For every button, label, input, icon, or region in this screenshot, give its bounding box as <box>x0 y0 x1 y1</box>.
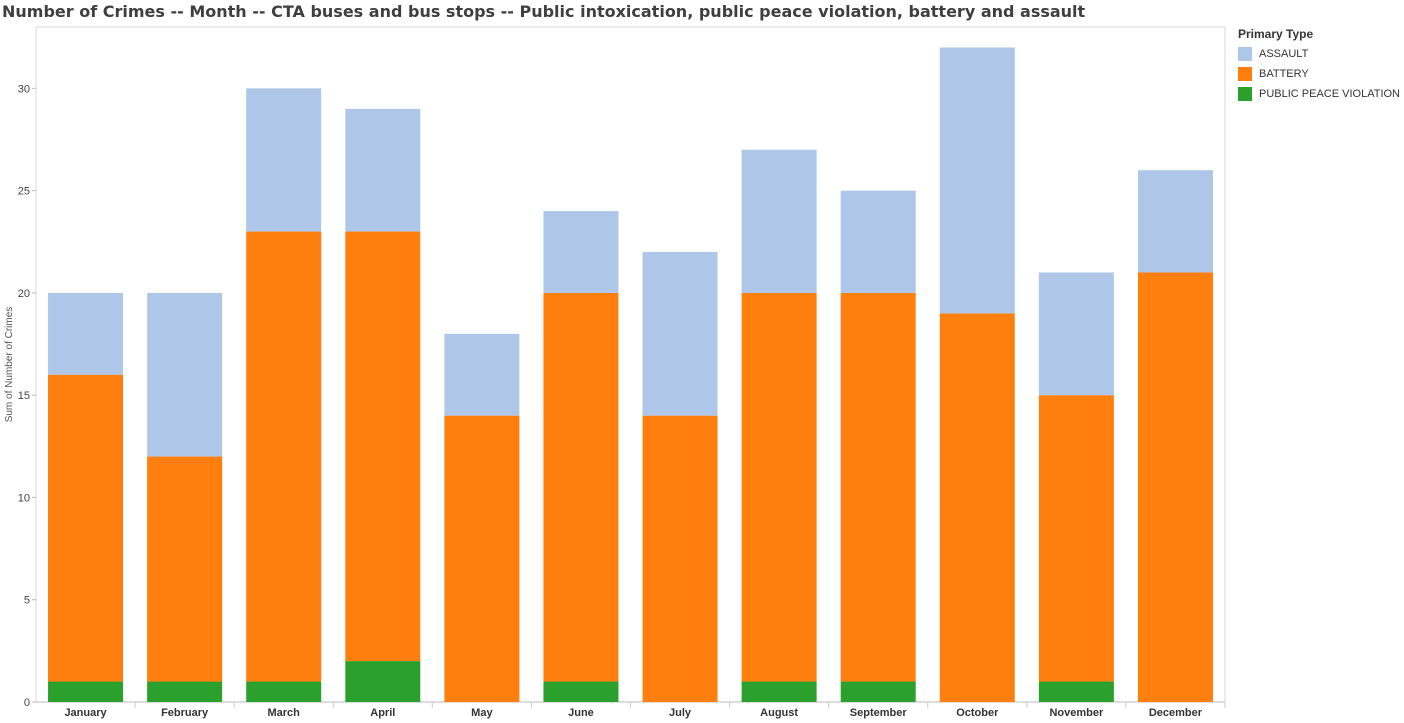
x-tick-label: November <box>1049 707 1104 719</box>
plot-area: Sum of Number of Crimes 0 5 10 15 20 25 30 Janua… <box>4 26 1226 719</box>
bar-battery <box>444 415 520 702</box>
y-axis-label: Sum of Number of Crimes <box>4 307 15 423</box>
legend-swatch <box>1238 47 1252 61</box>
legend-swatch <box>1238 67 1252 81</box>
bar-public-peace-violation <box>147 681 223 702</box>
bar-battery <box>741 292 817 682</box>
bar-battery <box>543 292 619 682</box>
bar-assault <box>345 108 421 232</box>
bar-battery <box>1137 272 1213 702</box>
y-tick-label: 5 <box>24 595 30 607</box>
bar-assault <box>147 292 223 457</box>
bar-battery <box>246 231 322 682</box>
bar-public-peace-violation <box>1038 681 1114 702</box>
bar-assault <box>444 333 520 416</box>
bar-assault <box>246 88 322 232</box>
chart-title: Number of Crimes -- Month -- CTA buses a… <box>2 2 1086 21</box>
bar-assault <box>48 292 124 375</box>
legend-label: BATTERY <box>1259 68 1309 80</box>
x-tick-label: January <box>64 707 107 719</box>
y-tick-label: 20 <box>18 288 30 300</box>
bar-public-peace-violation <box>345 661 421 702</box>
bar-battery <box>840 292 916 682</box>
y-tick-label: 10 <box>18 492 30 504</box>
legend-item[interactable]: PUBLIC PEACE VIOLATION <box>1238 84 1400 104</box>
legend: Primary Type ASSAULT BATTERY PUBLIC PEACE … <box>1238 27 1400 104</box>
y-tick-label: 30 <box>18 83 30 95</box>
bar-assault <box>1137 170 1213 273</box>
legend-label: PUBLIC PEACE VIOLATION <box>1259 88 1401 100</box>
x-tick-label: February <box>161 707 209 719</box>
legend-item[interactable]: ASSAULT <box>1238 44 1400 64</box>
bar-public-peace-violation <box>48 681 124 702</box>
x-tick-label: August <box>760 707 798 719</box>
legend-swatch <box>1238 87 1252 101</box>
bar-battery <box>1038 395 1114 682</box>
x-tick-label: March <box>268 707 301 719</box>
bar-battery <box>48 374 124 682</box>
bar-public-peace-violation <box>741 681 817 702</box>
bar-assault <box>741 149 817 293</box>
x-tick-label: July <box>669 707 692 719</box>
bar-public-peace-violation <box>543 681 619 702</box>
x-tick-label: October <box>956 707 999 719</box>
x-tick-label: December <box>1149 707 1203 719</box>
bar-public-peace-violation <box>840 681 916 702</box>
x-tick-label: September <box>850 707 908 719</box>
legend-label: ASSAULT <box>1259 48 1309 60</box>
bar-assault <box>840 190 916 293</box>
legend-title: Primary Type <box>1238 27 1314 41</box>
legend-items: ASSAULT BATTERY PUBLIC PEACE VIOLATION <box>1238 44 1400 104</box>
bar-battery <box>147 456 223 682</box>
bar-battery <box>939 313 1015 702</box>
y-tick-label: 25 <box>18 186 30 198</box>
bar-public-peace-violation <box>246 681 322 702</box>
x-tick-label: May <box>471 707 493 719</box>
y-tick-label: 0 <box>24 697 30 709</box>
bar-battery <box>642 415 718 702</box>
x-tick-label: June <box>568 707 594 719</box>
bar-battery <box>345 231 421 662</box>
bar-assault <box>1038 272 1114 396</box>
bar-assault <box>642 252 718 416</box>
x-tick-label: April <box>370 707 395 719</box>
y-tick-label: 15 <box>18 390 30 402</box>
legend-item[interactable]: BATTERY <box>1238 64 1400 84</box>
bar-assault <box>939 47 1015 314</box>
bar-assault <box>543 211 619 293</box>
